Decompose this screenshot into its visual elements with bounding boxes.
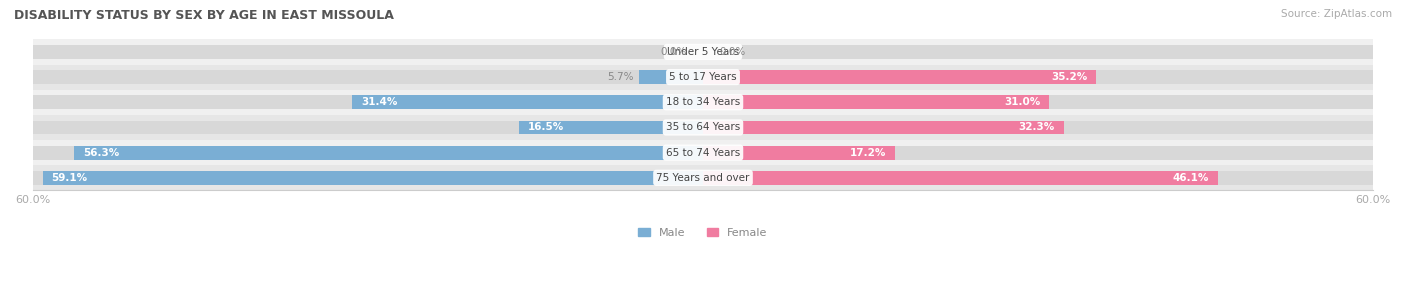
Text: 35.2%: 35.2% <box>1052 72 1087 82</box>
Legend: Male, Female: Male, Female <box>634 223 772 242</box>
Text: 5.7%: 5.7% <box>607 72 634 82</box>
Bar <box>519 120 703 134</box>
Text: 46.1%: 46.1% <box>1173 173 1209 183</box>
Bar <box>32 64 1374 90</box>
Text: 31.0%: 31.0% <box>1004 97 1040 107</box>
Text: 0.0%: 0.0% <box>659 47 686 57</box>
Bar <box>32 115 1374 140</box>
Text: 31.4%: 31.4% <box>361 97 398 107</box>
Bar <box>32 45 703 59</box>
Bar <box>703 45 1374 59</box>
Bar <box>32 146 703 160</box>
Text: 65 to 74 Years: 65 to 74 Years <box>666 148 740 158</box>
Text: DISABILITY STATUS BY SEX BY AGE IN EAST MISSOULA: DISABILITY STATUS BY SEX BY AGE IN EAST … <box>14 9 394 22</box>
Text: Under 5 Years: Under 5 Years <box>666 47 740 57</box>
Bar <box>703 70 1374 84</box>
Bar <box>703 70 1097 84</box>
Bar <box>703 120 1374 134</box>
Bar <box>32 120 703 134</box>
Bar <box>640 70 703 84</box>
Text: Source: ZipAtlas.com: Source: ZipAtlas.com <box>1281 9 1392 19</box>
Bar <box>32 165 1374 190</box>
Bar <box>703 171 1218 185</box>
Bar <box>32 171 703 185</box>
Text: 75 Years and over: 75 Years and over <box>657 173 749 183</box>
Bar <box>32 95 703 109</box>
Bar <box>32 140 1374 165</box>
Bar <box>32 70 703 84</box>
Text: 5 to 17 Years: 5 to 17 Years <box>669 72 737 82</box>
Bar <box>703 146 896 160</box>
Bar <box>703 120 1064 134</box>
Text: 35 to 64 Years: 35 to 64 Years <box>666 123 740 133</box>
Bar <box>703 95 1049 109</box>
Bar <box>75 146 703 160</box>
Bar <box>352 95 703 109</box>
Text: 32.3%: 32.3% <box>1019 123 1054 133</box>
Text: 18 to 34 Years: 18 to 34 Years <box>666 97 740 107</box>
Text: 16.5%: 16.5% <box>527 123 564 133</box>
Bar <box>42 171 703 185</box>
Bar <box>703 95 1374 109</box>
Bar <box>703 146 1374 160</box>
Text: 59.1%: 59.1% <box>52 173 87 183</box>
Text: 0.0%: 0.0% <box>720 47 747 57</box>
Bar <box>32 90 1374 115</box>
Text: 17.2%: 17.2% <box>849 148 886 158</box>
Bar <box>32 39 1374 64</box>
Bar <box>703 171 1374 185</box>
Text: 56.3%: 56.3% <box>83 148 120 158</box>
